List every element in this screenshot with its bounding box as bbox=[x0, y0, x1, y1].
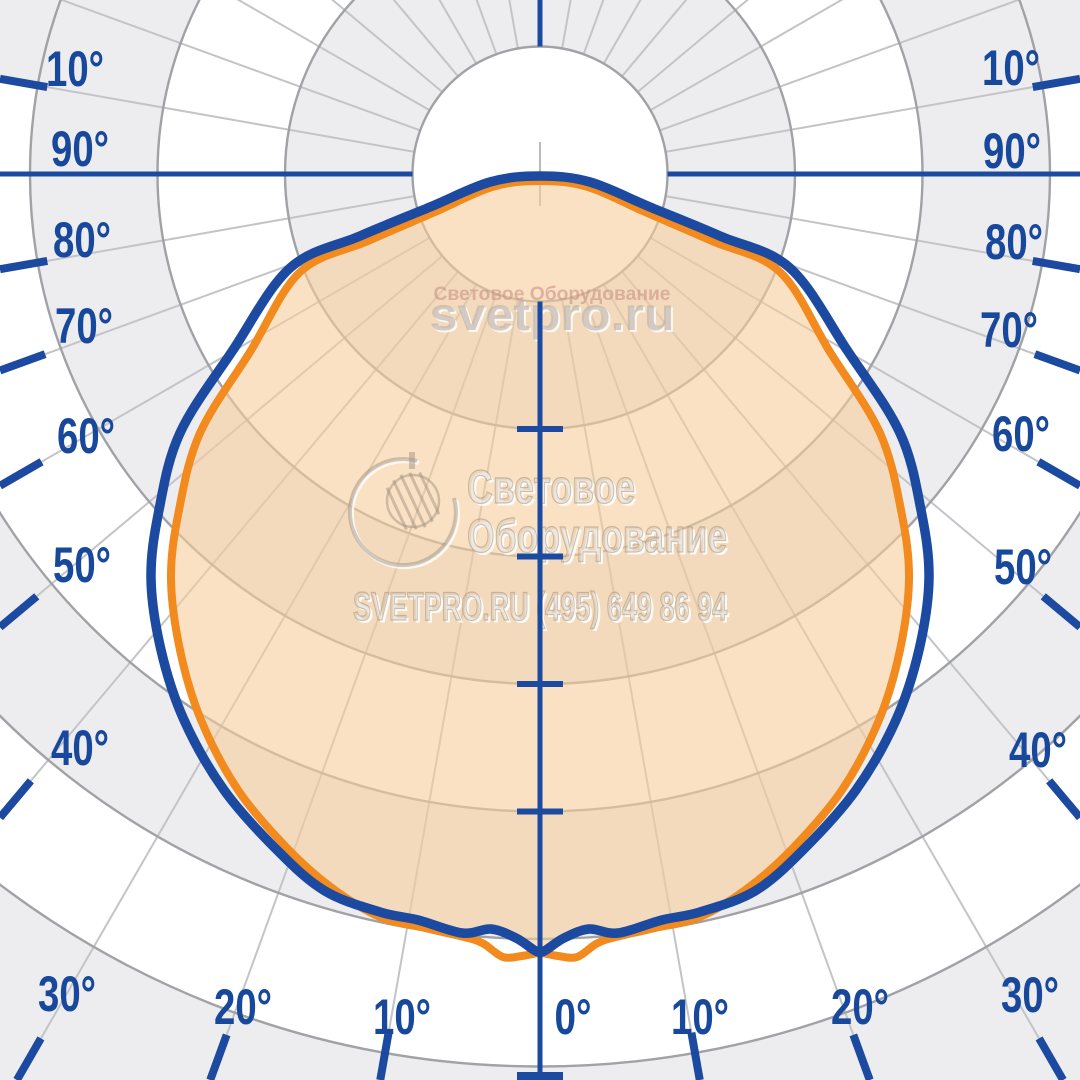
edge-angle-tick bbox=[1032, 256, 1080, 274]
radial-gridline bbox=[0, 216, 421, 372]
watermark-site-text-shadow: svetpro.ru bbox=[432, 290, 677, 342]
radial-gridline bbox=[0, 77, 415, 153]
corner-wedge-right bbox=[1017, 0, 1080, 86]
edge-angle-tick bbox=[1032, 74, 1080, 92]
watermark-top: Световое Оборудование svetpro.ru svetpro… bbox=[430, 284, 677, 342]
radial-gridline bbox=[649, 0, 844, 112]
angle-label-left: 80° bbox=[53, 212, 111, 268]
edge-angle-tick bbox=[1036, 458, 1080, 490]
angle-label-left: 60° bbox=[57, 408, 115, 464]
edge-angle-tick bbox=[0, 350, 47, 375]
axis-ring-tick bbox=[517, 808, 563, 815]
edge-angle-tick bbox=[376, 1032, 393, 1080]
edge-angle-tick bbox=[849, 1033, 874, 1080]
angle-label-right: 50° bbox=[994, 539, 1052, 595]
watermark-contact-shadow: SVETPRO.RU (495) 649 86 94 bbox=[356, 588, 731, 632]
watermark-center-line1-shadow: Световое bbox=[470, 463, 638, 516]
horizontal-axis bbox=[0, 171, 413, 177]
angle-label-left: 10° bbox=[46, 41, 104, 97]
vertical-axis bbox=[537, 0, 543, 47]
watermark-center-line1: Световое bbox=[467, 460, 635, 513]
radial-gridline bbox=[59, 0, 421, 132]
angle-label-right: 70° bbox=[980, 302, 1038, 358]
edge-angle-tick bbox=[206, 1033, 231, 1080]
radial-gridline bbox=[0, 195, 415, 271]
angle-label-left: 50° bbox=[53, 537, 111, 593]
angle-label-bottom: 20° bbox=[831, 979, 889, 1035]
watermark-center-line2-shadow: Оборудование bbox=[470, 512, 730, 565]
angle-label-left: 90° bbox=[51, 121, 109, 177]
axis-ring-tick bbox=[517, 426, 563, 432]
angle-label-right: 60° bbox=[992, 406, 1050, 462]
edge-angle-tick bbox=[0, 458, 44, 490]
corner-wedge-left bbox=[0, 0, 63, 86]
radial-gridline bbox=[659, 216, 1080, 372]
angle-label-bottom: 10° bbox=[671, 989, 729, 1045]
radial-gridline bbox=[659, 0, 1021, 132]
watermark-site-text: svetpro.ru bbox=[430, 288, 675, 340]
angle-label-bottom: 10° bbox=[373, 989, 431, 1045]
angle-label-left: 40° bbox=[51, 720, 109, 776]
edge-angle-tick bbox=[1046, 778, 1080, 821]
axis-ring-tick bbox=[517, 681, 563, 687]
vertical-axis-end-bar bbox=[517, 1072, 563, 1080]
watermark-top-small-text: Световое Оборудование bbox=[434, 284, 671, 305]
brand-logo-icon bbox=[347, 452, 460, 570]
edge-angle-tick bbox=[0, 778, 34, 821]
angle-label-bottom: 20° bbox=[214, 979, 272, 1035]
angle-label-bottom: 30° bbox=[1001, 967, 1059, 1023]
edge-angle-tick bbox=[1040, 593, 1080, 631]
edge-angle-tick bbox=[0, 256, 48, 274]
angle-label-right: 90° bbox=[983, 123, 1041, 179]
radial-gridline bbox=[665, 77, 1080, 153]
angle-label-right: 40° bbox=[1009, 722, 1067, 778]
angle-label-bottom: 0° bbox=[555, 989, 592, 1045]
watermark-center-line2: Оборудование bbox=[467, 509, 727, 562]
edge-angle-tick bbox=[0, 593, 40, 631]
edge-angle-tick bbox=[1033, 350, 1080, 375]
angle-label-right: 10° bbox=[982, 40, 1040, 96]
horizontal-axis bbox=[667, 171, 1080, 177]
edge-angle-tick bbox=[687, 1032, 704, 1080]
edge-angle-tick bbox=[13, 1036, 45, 1080]
radial-gridline bbox=[236, 0, 431, 112]
edge-angle-tick bbox=[1035, 1036, 1067, 1080]
angle-label-left: 70° bbox=[55, 298, 113, 354]
axis-ring-tick bbox=[517, 553, 563, 560]
edge-angle-tick bbox=[0, 74, 48, 92]
angle-label-right: 80° bbox=[985, 214, 1043, 270]
angle-label-left: 30° bbox=[38, 966, 96, 1022]
radial-gridline bbox=[665, 195, 1080, 271]
